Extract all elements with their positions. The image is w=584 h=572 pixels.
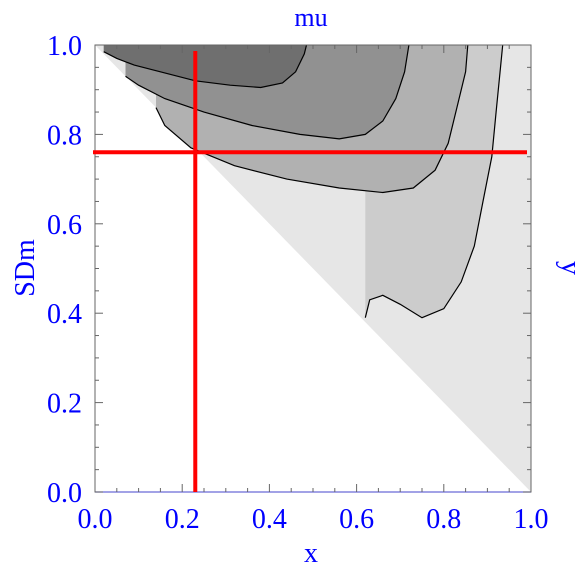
contour-line-3: [125, 44, 410, 140]
y-axis-title: SDm: [10, 239, 41, 297]
contour-line-2: [155, 44, 469, 194]
y-tick-label: 0.8: [47, 120, 82, 151]
y-tick-label: 0.2: [47, 389, 82, 420]
x-tick-label: 0.2: [165, 504, 200, 535]
x-tick-label: 0.0: [78, 504, 113, 535]
contour-line-4: [103, 44, 308, 89]
plot-area: 0.0 0.2 0.4 0.6 0.8 1.0 0.0 0.2 0.4 0.6 0.8 1.0: [47, 31, 549, 535]
chart-title: mu: [294, 3, 327, 32]
x-tick-label: 0.8: [426, 504, 461, 535]
y2-axis-title: y: [555, 261, 584, 275]
x-axis-title: x: [304, 538, 318, 569]
y-tick-label: 0.4: [47, 299, 82, 330]
region-level-4: [103, 45, 307, 88]
y-tick-label: 1.0: [47, 31, 82, 62]
contour-line-1: [364, 44, 504, 319]
x-tick-label: 0.4: [252, 504, 287, 535]
y-tick-label: 0.6: [47, 210, 82, 241]
x-tick-label: 0.6: [339, 504, 374, 535]
y-tick-label: 0.0: [47, 478, 82, 509]
x-tick-label: 1.0: [514, 504, 549, 535]
